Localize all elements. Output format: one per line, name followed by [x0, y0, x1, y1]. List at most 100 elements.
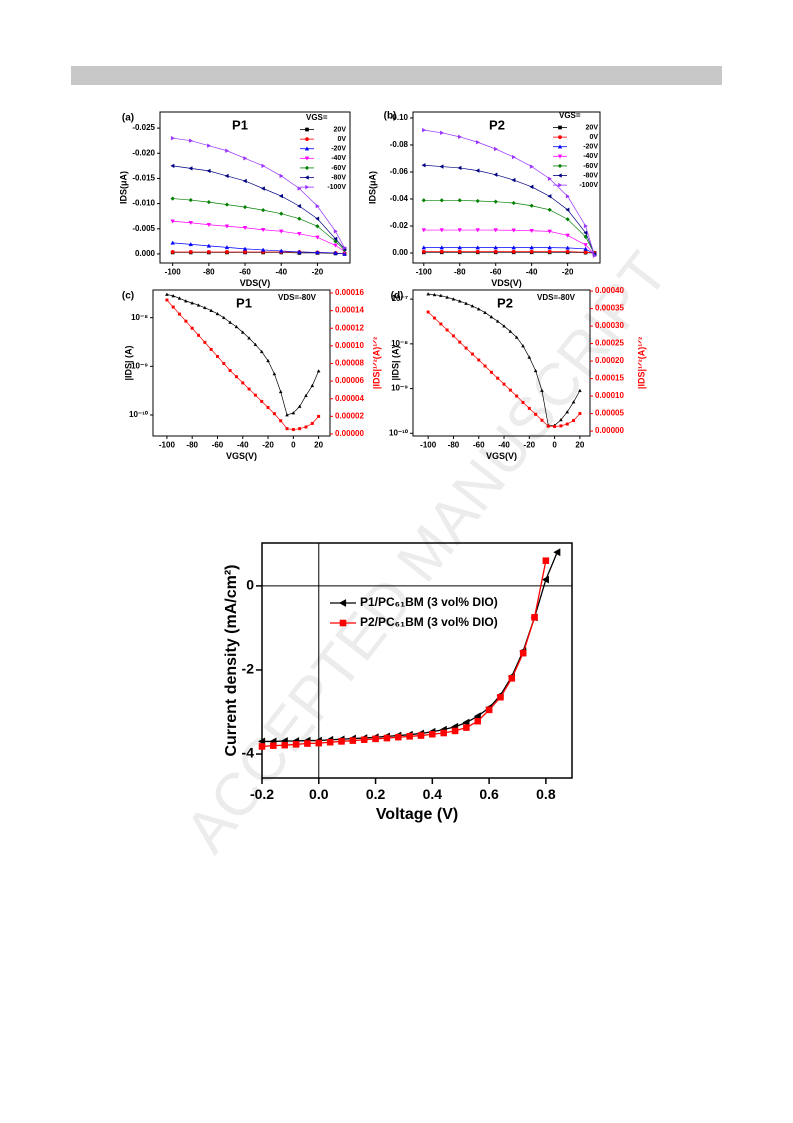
marker	[557, 154, 563, 159]
marker	[222, 362, 226, 365]
marker	[529, 249, 534, 254]
marker	[188, 197, 193, 203]
marker	[540, 388, 544, 393]
marker	[426, 310, 430, 314]
marker	[291, 411, 296, 415]
marker	[170, 250, 175, 254]
marker	[260, 399, 264, 403]
panel-label: (a)	[122, 113, 134, 124]
marker	[203, 340, 207, 344]
marker	[188, 242, 194, 247]
marker	[565, 194, 570, 199]
marker	[495, 319, 500, 323]
marker	[493, 228, 498, 233]
marker	[527, 355, 532, 359]
marker	[305, 137, 309, 142]
x-tick-label: 0	[291, 441, 296, 450]
marker	[184, 319, 188, 323]
marker	[529, 245, 534, 250]
marker	[206, 250, 211, 254]
marker	[458, 340, 462, 344]
marker	[315, 235, 320, 240]
marker	[470, 304, 475, 308]
marker	[291, 428, 295, 432]
marker	[463, 724, 470, 731]
y-axis-title: IDS(μA)	[118, 171, 128, 204]
marker	[342, 251, 347, 256]
marker	[338, 738, 345, 745]
x-tick-label: 0.4	[423, 786, 443, 802]
y-tick-label: -0.020	[132, 148, 155, 157]
marker	[224, 173, 229, 179]
x-tick-label: -60	[490, 268, 502, 277]
x-tick-label: -0.2	[250, 786, 274, 802]
marker	[553, 548, 561, 557]
x-tick-label: -40	[275, 268, 287, 277]
marker	[547, 176, 552, 181]
x-tick-label: -100	[420, 441, 437, 450]
marker	[339, 619, 347, 627]
marker	[438, 293, 443, 297]
legend-label: -40V	[331, 155, 346, 162]
marker	[457, 228, 462, 233]
marker	[206, 168, 211, 174]
marker	[439, 164, 444, 169]
marker	[527, 406, 531, 410]
y2-tick-label: 0.00008	[335, 359, 364, 368]
marker	[297, 203, 302, 209]
marker	[565, 422, 569, 426]
marker	[553, 425, 557, 429]
marker	[202, 305, 207, 310]
marker	[470, 352, 474, 356]
marker	[422, 127, 427, 133]
marker	[451, 727, 459, 735]
y-tick-label: 10⁻¹⁰	[129, 410, 149, 419]
marker	[421, 198, 426, 203]
y-tick-label: 10⁻⁸	[391, 339, 408, 348]
legend-title: VGS=	[559, 111, 581, 120]
marker	[529, 229, 534, 234]
marker	[511, 249, 516, 254]
legend-label: P1/PC₆₁BM (3 vol% DIO)	[360, 595, 498, 609]
marker	[508, 388, 512, 392]
marker	[464, 346, 468, 350]
x-tick-label: -80	[454, 268, 466, 277]
legend-label: -60V	[583, 163, 598, 170]
y-tick-label: 10⁻⁹	[391, 384, 408, 393]
legend-label: 20V	[586, 124, 599, 131]
marker	[457, 245, 462, 250]
marker	[260, 228, 266, 233]
marker	[338, 599, 347, 607]
marker	[342, 245, 347, 251]
marker	[474, 717, 482, 725]
marker	[439, 228, 445, 233]
y-tick-label: -0.08	[390, 140, 409, 149]
plot-frame	[412, 289, 591, 437]
marker	[497, 694, 504, 701]
x-tick-label: -60	[239, 268, 251, 277]
marker	[511, 228, 516, 233]
marker	[493, 199, 498, 204]
marker	[439, 322, 443, 326]
x-tick-label: 0.8	[536, 786, 556, 802]
y2-tick-label: 0.00016	[335, 288, 364, 297]
marker	[209, 308, 213, 312]
marker	[297, 216, 302, 221]
marker	[292, 741, 300, 748]
marker	[281, 741, 288, 749]
marker	[242, 226, 248, 231]
marker	[178, 312, 182, 316]
marker	[165, 298, 169, 302]
marker	[515, 394, 519, 398]
marker	[457, 299, 462, 303]
marker	[565, 249, 570, 254]
y-axis-title: IDS(μA)	[367, 171, 377, 204]
marker	[170, 219, 175, 224]
y-tick-label: -2	[242, 661, 255, 677]
y2-tick-label: 0.00000	[595, 426, 624, 435]
marker	[429, 731, 436, 738]
x-tick-label: -100	[159, 441, 176, 450]
marker	[547, 245, 552, 250]
panel-title: P2	[489, 117, 505, 132]
marker	[572, 419, 576, 423]
